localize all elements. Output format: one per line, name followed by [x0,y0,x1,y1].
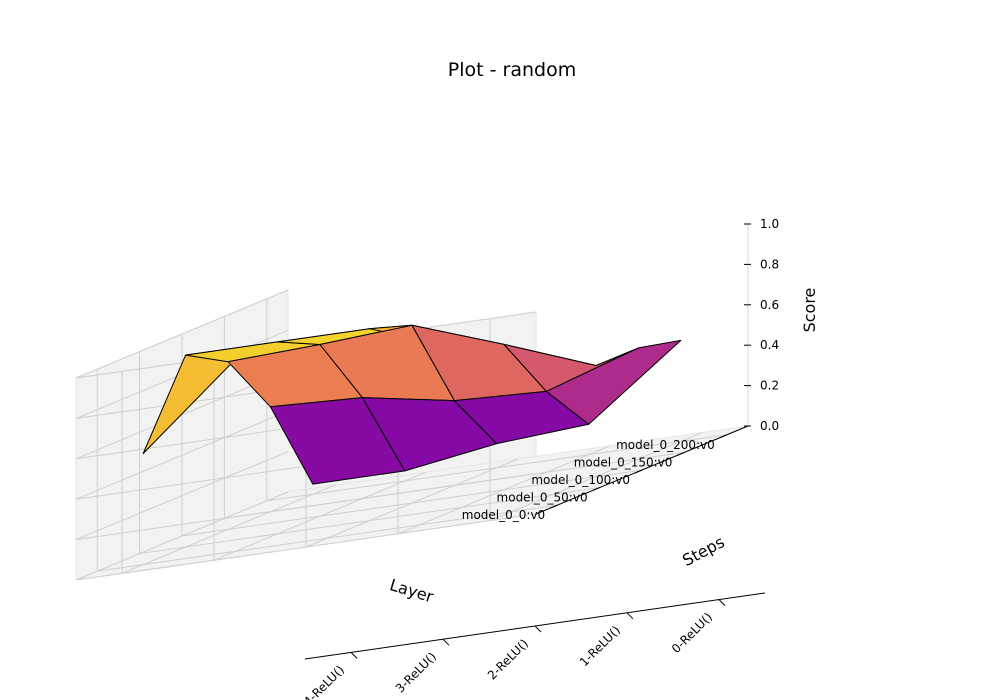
z-tick-label: 0.4 [760,338,779,352]
gridline-y-floor [139,487,600,555]
z-tick-label: 0.0 [760,419,779,433]
y-tick [592,487,600,492]
gridline-z-back [75,513,537,581]
gridline-z-left [75,491,289,581]
chart-title: Plot - random [448,59,576,81]
x-tick-label: 1-ReLU() [577,623,623,669]
x-tick [442,638,450,646]
gridline-y-floor [181,469,643,537]
y-tick-label: model_0_0:v0 [462,508,545,522]
gridline-y-floor [266,434,727,502]
x-tick [626,612,634,620]
x-tick [718,599,726,606]
x-axis-title: Layer [388,575,437,606]
y-tick [677,451,685,456]
y-tick [634,469,643,474]
surface-mesh [142,324,682,485]
gridline-z-left [75,289,289,379]
y-tick [550,504,558,509]
y-axis-title: Steps [679,532,727,570]
x-tick [350,652,358,659]
surface-patch [545,339,682,425]
z-tick-label: 0.2 [760,379,779,393]
y-tick-label: model_0_200:v0 [616,438,715,452]
x-tick-label: 3-ReLU() [393,649,439,695]
z-tick-label: 0.8 [760,257,779,271]
gridline-z-back [75,473,537,541]
gridline-z-left [75,410,289,500]
x-tick-label: 0-ReLU() [669,610,715,656]
gridline-y-floor [97,504,558,572]
y-tick-label: model_0_50:v0 [497,491,588,505]
gridline-z-left [75,451,289,541]
z-tick-label: 0.6 [760,298,779,312]
y-tick-label: model_0_150:v0 [574,455,673,469]
x-tick-label: 2-ReLU() [485,636,531,682]
z-axis-title: Score [800,288,819,333]
x-tick [534,625,542,633]
x-tick-label: 4-ReLU() [301,663,347,700]
y-tick-label: model_0_100:v0 [531,473,630,487]
z-tick-label: 1.0 [760,217,779,231]
y-tick [719,434,727,439]
